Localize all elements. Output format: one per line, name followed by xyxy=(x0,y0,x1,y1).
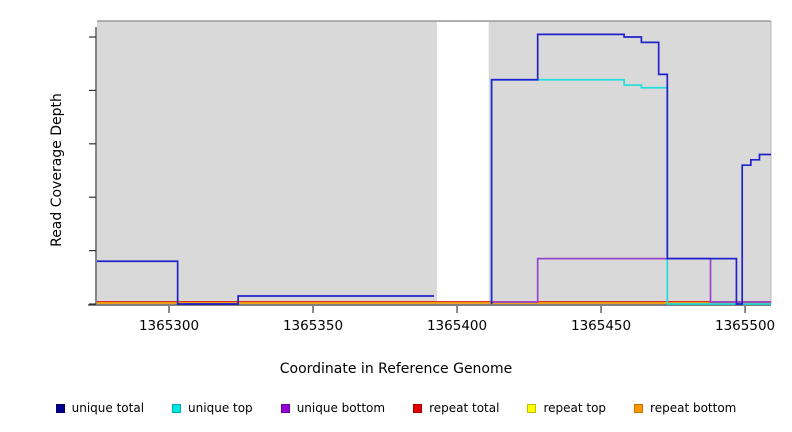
legend-label: unique bottom xyxy=(296,401,386,415)
legend-swatch-icon xyxy=(527,403,537,413)
plot-background xyxy=(97,21,771,304)
x-axis-tick-label: 1365300 xyxy=(138,318,200,334)
x-axis-tick-label: 1365400 xyxy=(426,318,488,334)
legend-swatch-icon xyxy=(413,403,423,413)
y-axis-title: Read Coverage Depth xyxy=(49,93,65,247)
no-data-gap-region xyxy=(436,22,489,304)
x-axis-tick-label: 1365500 xyxy=(715,318,776,334)
x-axis-tick-label: 1365350 xyxy=(282,318,344,334)
legend-item-repeat-bottom: repeat bottom xyxy=(634,401,736,415)
legend-label: unique total xyxy=(71,401,145,415)
x-axis-title: Coordinate in Reference Genome xyxy=(279,361,513,377)
legend-item-unique-bottom: unique bottom xyxy=(280,401,386,415)
legend-label: unique top xyxy=(188,401,253,415)
legend-item-unique-top: unique top xyxy=(172,401,253,415)
legend-item-repeat-top: repeat top xyxy=(527,401,606,415)
legend-swatch-icon xyxy=(172,403,182,413)
legend-swatch-icon xyxy=(55,403,65,413)
legend-label: repeat top xyxy=(543,401,607,415)
legend-label: repeat total xyxy=(429,401,500,415)
x-axis-tick-label: 1365450 xyxy=(570,318,632,334)
series-line-unique-total xyxy=(97,260,434,305)
chart-legend: unique total unique top unique bottom repea… xyxy=(0,398,792,418)
legend-swatch-icon xyxy=(634,403,644,413)
series-line-unique-total xyxy=(490,33,771,305)
legend-swatch-icon xyxy=(280,403,290,413)
legend-item-unique-total: unique total xyxy=(55,401,145,415)
legend-label: repeat bottom xyxy=(650,401,737,415)
legend-item-repeat-total: repeat total xyxy=(413,401,499,415)
series-line-unique-bottom xyxy=(491,257,771,303)
